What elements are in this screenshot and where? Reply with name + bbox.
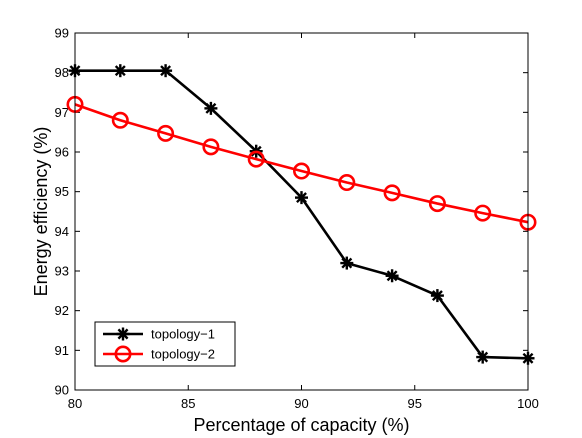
legend-entry-2: topology−2 xyxy=(103,345,215,363)
y-tick-label-1: 91 xyxy=(55,343,69,358)
y-tick-label-6: 96 xyxy=(55,145,69,160)
series-layer xyxy=(66,64,537,365)
series-2-point-7 xyxy=(383,184,401,202)
series-2-point-2 xyxy=(157,124,175,142)
x-axis-label: Percentage of capacity (%) xyxy=(193,415,409,435)
legend-label-1: topology−1 xyxy=(151,327,215,342)
legend-marker-2 xyxy=(114,345,132,363)
y-tick-label-7: 97 xyxy=(55,105,69,120)
x-tick-label-1: 85 xyxy=(181,396,195,411)
legend: topology−1 topology−2 xyxy=(94,321,236,367)
series-1-point-6 xyxy=(340,256,354,270)
legend-marker-1 xyxy=(116,327,130,341)
y-axis-label: Energy efficiency (%) xyxy=(31,127,51,297)
y-tick-label-3: 93 xyxy=(55,264,69,279)
series-1-point-8 xyxy=(430,289,444,303)
y-tick-label-2: 92 xyxy=(55,303,69,318)
series-1-point-9 xyxy=(476,350,490,364)
series-1-point-7 xyxy=(385,269,399,283)
series-1-point-3 xyxy=(204,101,218,115)
legend-entry-1: topology−1 xyxy=(103,327,215,342)
y-tick-label-4: 94 xyxy=(55,224,69,239)
series-2-point-4 xyxy=(247,150,265,168)
series-1-point-2 xyxy=(159,64,173,78)
series-2-point-1 xyxy=(111,111,129,129)
legend-box xyxy=(94,321,236,367)
x-tick-label-4: 100 xyxy=(517,396,539,411)
x-tick-label-0: 80 xyxy=(68,396,82,411)
x-tick-label-2: 90 xyxy=(294,396,308,411)
series-1-point-1 xyxy=(113,64,127,78)
y-tick-label-5: 95 xyxy=(55,184,69,199)
y-tick-label-9: 99 xyxy=(55,26,69,41)
series-2-point-3 xyxy=(202,138,220,156)
y-tick-label-0: 90 xyxy=(55,383,69,398)
series-2-line xyxy=(74,103,529,224)
series-2-point-6 xyxy=(338,174,356,192)
tick-labels: 80 85 90 95 100 90 91 92 93 94 95 96 97 98 99 xyxy=(55,26,539,412)
y-tick-label-8: 98 xyxy=(55,65,69,80)
legend-label-2: topology−2 xyxy=(151,347,215,362)
series-2-point-8 xyxy=(428,195,446,213)
x-tick-label-3: 95 xyxy=(408,396,422,411)
series-2-point-9 xyxy=(474,204,492,222)
series-2-point-5 xyxy=(292,162,310,180)
plot-frame xyxy=(74,32,529,391)
series-1-point-5 xyxy=(295,191,308,205)
series-1 xyxy=(68,64,535,365)
series-2 xyxy=(66,95,537,231)
